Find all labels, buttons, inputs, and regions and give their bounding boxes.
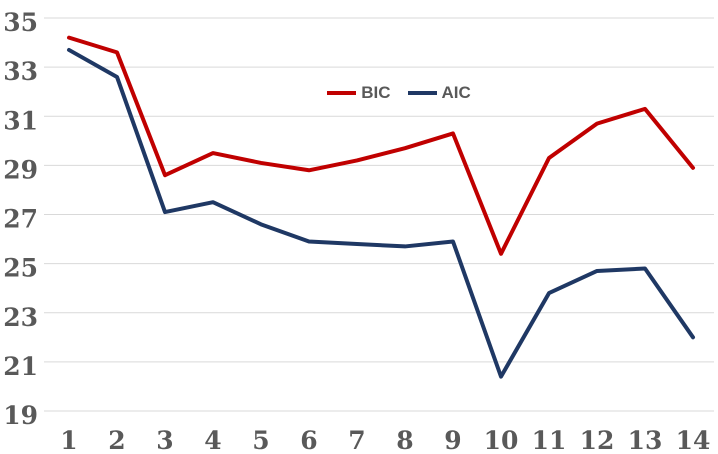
x-tick-label: 11 xyxy=(532,426,567,454)
x-tick-label: 13 xyxy=(628,426,663,454)
legend-label-bic: BIC xyxy=(361,83,391,102)
x-tick-label: 14 xyxy=(676,426,711,454)
aic-line-swatch xyxy=(407,90,437,95)
x-tick-label: 12 xyxy=(580,426,615,454)
x-tick-label: 1 xyxy=(60,426,77,454)
legend-item-aic: AIC xyxy=(407,83,471,102)
y-tick-label: 29 xyxy=(3,155,38,184)
x-tick-label: 6 xyxy=(300,426,317,454)
x-tick-label: 8 xyxy=(396,426,413,454)
bic-line-swatch xyxy=(327,90,357,95)
y-tick-label: 35 xyxy=(3,8,38,37)
y-tick-label: 31 xyxy=(3,106,38,135)
x-tick-label: 10 xyxy=(484,426,519,454)
x-tick-label: 9 xyxy=(444,426,461,454)
legend: BIC AIC xyxy=(80,84,718,101)
y-tick-label: 21 xyxy=(3,352,38,381)
y-tick-label: 19 xyxy=(3,401,38,430)
series-line-bic xyxy=(67,35,695,256)
x-tick-label: 2 xyxy=(108,426,125,454)
x-tick-label: 4 xyxy=(204,426,221,454)
y-tick-label: 27 xyxy=(3,205,38,234)
y-tick-label: 23 xyxy=(3,303,38,332)
x-tick-label: 5 xyxy=(252,426,269,454)
x-tick-label: 7 xyxy=(348,426,365,454)
series-line-aic xyxy=(67,47,695,379)
y-tick-label: 33 xyxy=(3,57,38,86)
x-tick-label: 3 xyxy=(156,426,173,454)
legend-label-aic: AIC xyxy=(441,83,471,102)
y-tick-label: 25 xyxy=(3,254,38,283)
legend-item-bic: BIC xyxy=(327,83,391,102)
